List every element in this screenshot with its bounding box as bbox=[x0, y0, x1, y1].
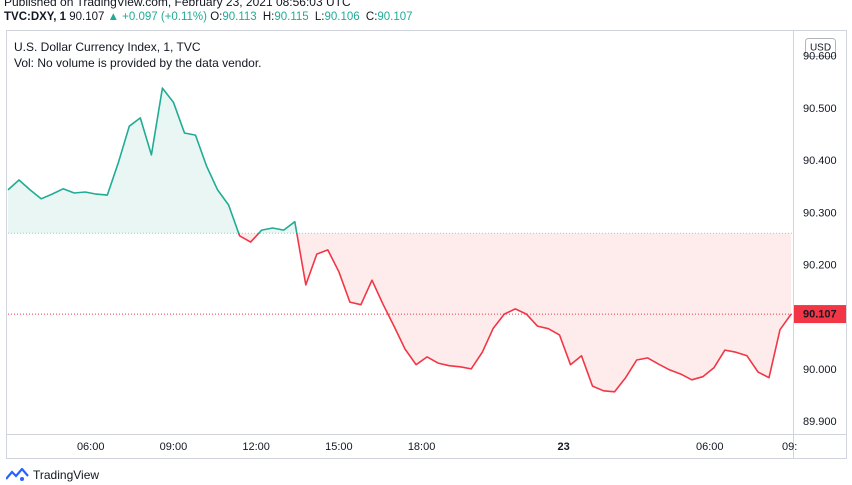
brand-name: TradingView bbox=[33, 468, 100, 482]
y-tick-label: 89.900 bbox=[803, 416, 837, 428]
footer: TradingView bbox=[6, 468, 99, 482]
symbol: TVC:DXY, 1 bbox=[4, 11, 66, 23]
ohlc-value: 90.106 bbox=[324, 11, 360, 23]
x-tick-label: 12:00 bbox=[242, 441, 270, 453]
x-tick-label: 18:00 bbox=[408, 441, 436, 453]
x-tick-label: 23 bbox=[557, 441, 569, 453]
x-tick-label: 06:00 bbox=[696, 441, 724, 453]
y-tick-label: 90.600 bbox=[803, 51, 837, 63]
y-tick-label: 90.000 bbox=[803, 364, 837, 376]
chart-frame bbox=[6, 30, 847, 459]
published-note: Published on TradingView.com, February 2… bbox=[4, 0, 351, 9]
ohlc-key: O: bbox=[210, 11, 223, 23]
chart-title: U.S. Dollar Currency Index, 1, TVC bbox=[14, 40, 201, 54]
price-line bbox=[7, 87, 792, 393]
ohlc-value: 90.107 bbox=[377, 11, 413, 23]
chart-subtitle: Vol: No volume is provided by the data v… bbox=[14, 56, 261, 70]
ohlc-value: 90.113 bbox=[222, 11, 257, 23]
last-price-tag bbox=[794, 305, 846, 324]
chart: U.S. Dollar Currency Index, 1, TVC Vol: … bbox=[6, 30, 847, 459]
x-tick-label: 06:00 bbox=[77, 441, 105, 453]
price: 90.107 bbox=[69, 11, 105, 23]
x-tick-label: 15:00 bbox=[325, 441, 353, 453]
plot bbox=[7, 87, 793, 393]
currency-box[interactable] bbox=[805, 38, 836, 57]
y-tick-label: 90.300 bbox=[803, 207, 837, 219]
currency-label[interactable]: USD bbox=[810, 43, 831, 54]
ohlc-key: C: bbox=[365, 11, 378, 23]
quote-line: TVC:DXY, 1 90.107 ▲ +0.097 (+0.11%) O:90… bbox=[4, 11, 416, 23]
brand-logo bbox=[6, 468, 29, 481]
area-fill bbox=[8, 88, 792, 392]
y-tick-label: 90.200 bbox=[803, 259, 837, 271]
change: ▲ +0.097 (+0.11%) bbox=[107, 11, 207, 23]
y-tick-label: 90.500 bbox=[803, 103, 837, 115]
x-tick-label: 09:00 bbox=[160, 441, 188, 453]
ohlc-key: H: bbox=[262, 11, 275, 23]
y-tick-label: 90.400 bbox=[803, 155, 837, 167]
ohlc-key: L: bbox=[314, 11, 325, 23]
x-tick-label: 09: bbox=[782, 441, 797, 453]
last-price-label: 90.107 bbox=[803, 308, 837, 320]
ohlc-value: 90.115 bbox=[274, 11, 309, 23]
